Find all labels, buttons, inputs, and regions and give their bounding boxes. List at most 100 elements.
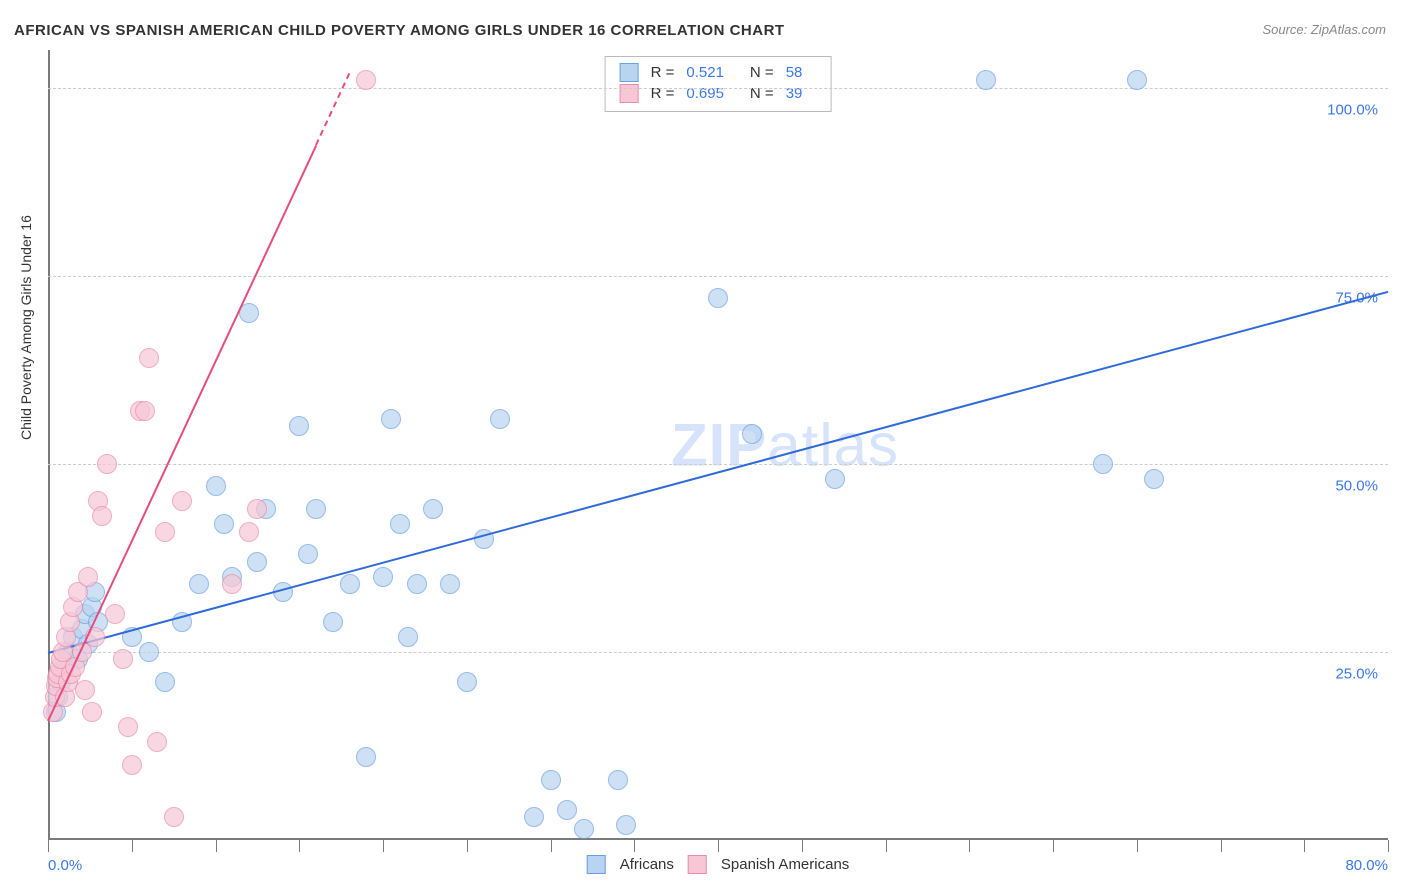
data-point [105, 604, 125, 624]
r-label: R = [651, 64, 675, 81]
gridline [48, 652, 1388, 653]
swatch-africans-icon [587, 855, 606, 874]
swatch-spanish-icon [688, 855, 707, 874]
data-point [82, 702, 102, 722]
x-tick [969, 840, 970, 852]
n-value-africans: 58 [786, 64, 803, 81]
x-tick-label: 80.0% [1345, 857, 1388, 874]
data-point [557, 800, 577, 820]
data-point [608, 770, 628, 790]
swatch-africans-icon [620, 63, 639, 82]
data-point [1093, 454, 1113, 474]
data-point [239, 522, 259, 542]
data-point [708, 288, 728, 308]
data-point [247, 499, 267, 519]
x-tick [383, 840, 384, 852]
data-point [164, 807, 184, 827]
data-point [306, 499, 326, 519]
x-tick-label: 0.0% [48, 857, 82, 874]
data-point [490, 409, 510, 429]
plot-area: ZIPatlas R = 0.521 N = 58 R = 0.695 N = … [48, 50, 1388, 840]
data-point [113, 649, 133, 669]
data-point [155, 672, 175, 692]
stats-row-africans: R = 0.521 N = 58 [620, 63, 817, 82]
gridline [48, 276, 1388, 277]
data-point [541, 770, 561, 790]
data-point [373, 567, 393, 587]
data-point [75, 680, 95, 700]
data-point [78, 567, 98, 587]
trend-line [315, 73, 350, 146]
data-point [440, 574, 460, 594]
data-point [457, 672, 477, 692]
x-tick [886, 840, 887, 852]
y-tick-label: 50.0% [1335, 477, 1378, 494]
data-point [122, 755, 142, 775]
data-point [247, 552, 267, 572]
y-tick-label: 100.0% [1327, 101, 1378, 118]
chart-container: AFRICAN VS SPANISH AMERICAN CHILD POVERT… [0, 0, 1406, 892]
data-point [323, 612, 343, 632]
x-tick [1304, 840, 1305, 852]
data-point [147, 732, 167, 752]
r-value-africans: 0.521 [686, 64, 724, 81]
data-point [356, 747, 376, 767]
x-tick [132, 840, 133, 852]
data-point [407, 574, 427, 594]
gridline [48, 88, 1388, 89]
data-point [398, 627, 418, 647]
data-point [289, 416, 309, 436]
stats-box: R = 0.521 N = 58 R = 0.695 N = 39 [605, 56, 832, 112]
trend-line [48, 291, 1389, 654]
data-point [1127, 70, 1147, 90]
data-point [742, 424, 762, 444]
watermark: ZIPatlas [671, 411, 899, 480]
data-point [139, 642, 159, 662]
data-point [155, 522, 175, 542]
x-tick [467, 840, 468, 852]
chart-title: AFRICAN VS SPANISH AMERICAN CHILD POVERT… [14, 22, 785, 39]
data-point [189, 574, 209, 594]
gridline [48, 464, 1388, 465]
data-point [298, 544, 318, 564]
data-point [222, 574, 242, 594]
x-tick [1137, 840, 1138, 852]
data-point [976, 70, 996, 90]
y-axis-label: Child Poverty Among Girls Under 16 [18, 215, 34, 440]
data-point [206, 476, 226, 496]
data-point [423, 499, 443, 519]
data-point [118, 717, 138, 737]
x-tick [1221, 840, 1222, 852]
x-tick [1053, 840, 1054, 852]
x-tick [718, 840, 719, 852]
n-label: N = [750, 64, 774, 81]
legend-label-spanish: Spanish Americans [721, 856, 849, 873]
legend-label-africans: Africans [620, 856, 674, 873]
data-point [92, 506, 112, 526]
x-tick [551, 840, 552, 852]
x-tick [48, 840, 49, 852]
data-point [574, 819, 594, 839]
source-label: Source: ZipAtlas.com [1262, 22, 1386, 37]
data-point [214, 514, 234, 534]
legend: Africans Spanish Americans [587, 855, 850, 874]
data-point [340, 574, 360, 594]
data-point [381, 409, 401, 429]
data-point [616, 815, 636, 835]
y-tick-label: 25.0% [1335, 665, 1378, 682]
data-point [139, 348, 159, 368]
trend-line [47, 145, 317, 721]
data-point [524, 807, 544, 827]
data-point [97, 454, 117, 474]
data-point [356, 70, 376, 90]
data-point [172, 491, 192, 511]
x-tick [802, 840, 803, 852]
x-tick [1388, 840, 1389, 852]
x-tick [216, 840, 217, 852]
x-tick [299, 840, 300, 852]
data-point [1144, 469, 1164, 489]
data-point [390, 514, 410, 534]
data-point [825, 469, 845, 489]
x-tick [634, 840, 635, 852]
data-point [135, 401, 155, 421]
